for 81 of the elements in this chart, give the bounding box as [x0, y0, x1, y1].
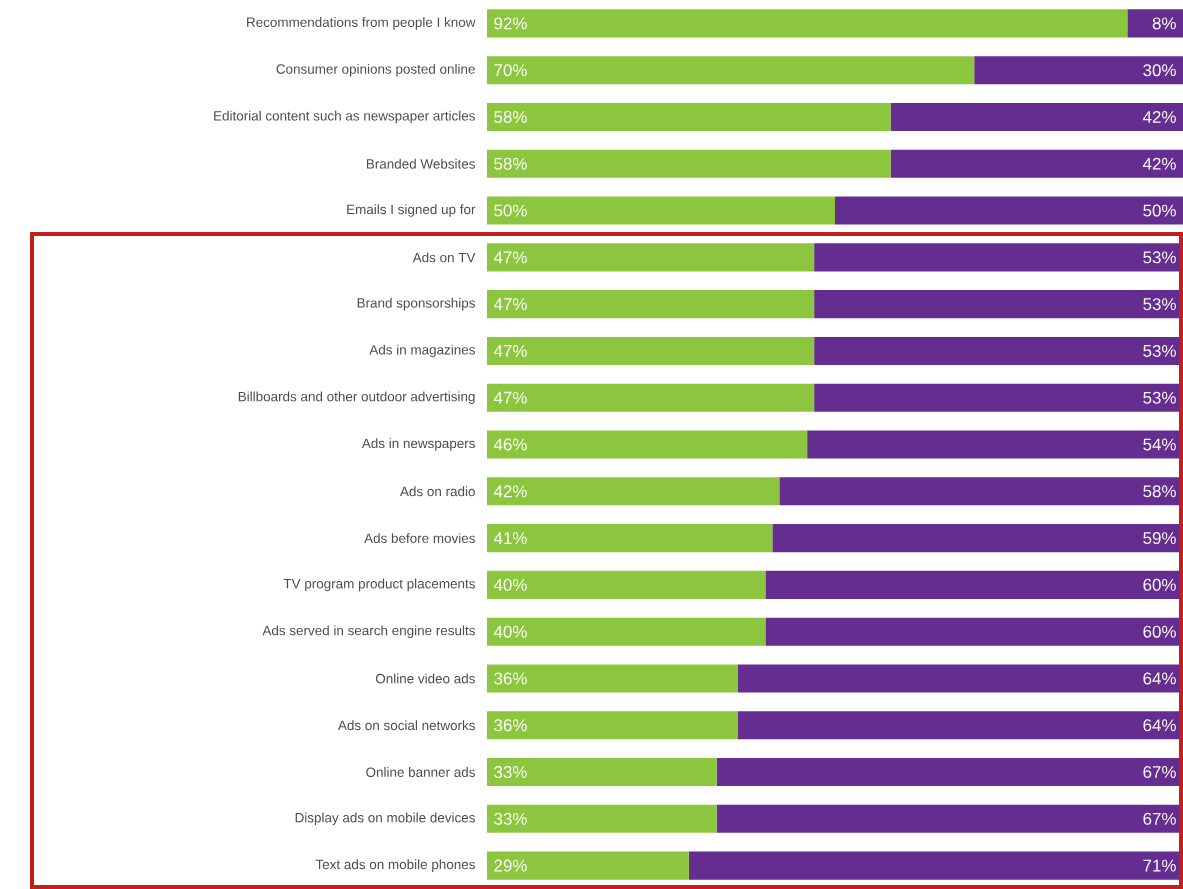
data-label: 53%: [1143, 391, 1176, 404]
data-label: 53%: [1143, 344, 1176, 357]
y-tick-label: Emails I signed up for: [347, 204, 476, 217]
y-tick-label: Recommendations from people I know: [247, 17, 476, 30]
y-tick-label: Ads on radio: [400, 486, 475, 497]
data-label: 58%: [494, 110, 527, 123]
data-label: 58%: [494, 157, 527, 170]
bar: [487, 477, 780, 506]
y-tick-label: Display ads on mobile devices: [295, 812, 475, 826]
data-label: 67%: [1143, 812, 1176, 825]
bar: [487, 336, 815, 365]
bar: [487, 290, 815, 319]
bar: [487, 383, 815, 412]
y-tick-label: TV program product placements: [283, 578, 475, 592]
data-label: 53%: [1143, 251, 1176, 264]
data-label: 8%: [1152, 17, 1176, 30]
data-label: 47%: [493, 251, 527, 264]
data-label: 33%: [494, 766, 527, 779]
data-label: 60%: [1143, 625, 1176, 638]
data-label: 64%: [1143, 719, 1176, 732]
bar: [487, 664, 738, 693]
data-label: 59%: [1143, 532, 1176, 545]
data-label: 40%: [493, 578, 527, 591]
data-label: 46%: [493, 438, 527, 451]
bar: [487, 524, 773, 553]
bar: [890, 149, 1183, 178]
bar: [974, 56, 1183, 85]
y-tick-label: Text ads on mobile phones: [315, 859, 475, 872]
bar: [487, 243, 815, 272]
y-tick-label: Ads served in search engine results: [262, 625, 475, 638]
bar: [487, 149, 891, 178]
data-label: 40%: [493, 625, 527, 638]
data-label: 71%: [1143, 859, 1176, 872]
bar: [487, 851, 689, 880]
data-label: 42%: [1142, 157, 1176, 170]
data-label: 42%: [493, 485, 527, 498]
y-tick-label: Brand sponsorships: [357, 297, 475, 311]
data-label: 33%: [494, 812, 527, 825]
y-tick-label: Ads before movies: [364, 533, 475, 544]
y-tick-label: Ads in magazines: [369, 344, 475, 358]
data-label: 67%: [1143, 766, 1176, 779]
bar: [487, 196, 836, 225]
y-tick-label: Branded Websites: [366, 158, 475, 169]
bar: [890, 102, 1183, 132]
y-tick-label: Online banner ads: [366, 767, 475, 777]
y-tick-label: Billboards and other outdoor advertising: [238, 391, 475, 404]
y-tick-label: Editorial content such as newspaper articles: [214, 110, 475, 124]
data-label: 50%: [494, 204, 527, 217]
data-label: 58%: [1143, 485, 1176, 498]
y-tick-label: Ads in newspapers: [361, 438, 475, 451]
bar: [487, 9, 1128, 38]
bar: [1127, 9, 1183, 38]
bar: [835, 196, 1183, 225]
bar: [487, 570, 766, 599]
data-label: 30%: [1143, 64, 1176, 77]
data-label: 70%: [494, 64, 527, 77]
data-label: 50%: [1143, 204, 1176, 217]
data-label: 36%: [494, 719, 527, 732]
data-label: 29%: [494, 859, 527, 872]
data-label: 54%: [1143, 438, 1176, 451]
bar: [487, 617, 766, 646]
bar: [487, 102, 891, 132]
data-label: 92%: [494, 17, 527, 30]
data-label: 47%: [493, 298, 527, 311]
data-label: 42%: [1142, 111, 1176, 123]
data-label: 53%: [1143, 298, 1176, 311]
y-tick-label: Ads on TV: [412, 252, 476, 263]
data-label: 36%: [494, 672, 527, 685]
bar: [487, 758, 717, 787]
data-label: 47%: [493, 391, 527, 404]
y-tick-label: Online video ads: [375, 673, 475, 684]
data-label: 64%: [1143, 672, 1176, 685]
data-label: 60%: [1143, 578, 1176, 591]
bar: [487, 711, 738, 740]
y-tick-label: Consumer opinions posted online: [276, 63, 475, 77]
bar: [487, 56, 975, 85]
bar: [487, 430, 808, 459]
data-label: 41%: [493, 532, 527, 544]
y-tick-label: Ads on social networks: [337, 720, 475, 731]
bar: [487, 804, 717, 833]
data-label: 47%: [493, 344, 527, 357]
